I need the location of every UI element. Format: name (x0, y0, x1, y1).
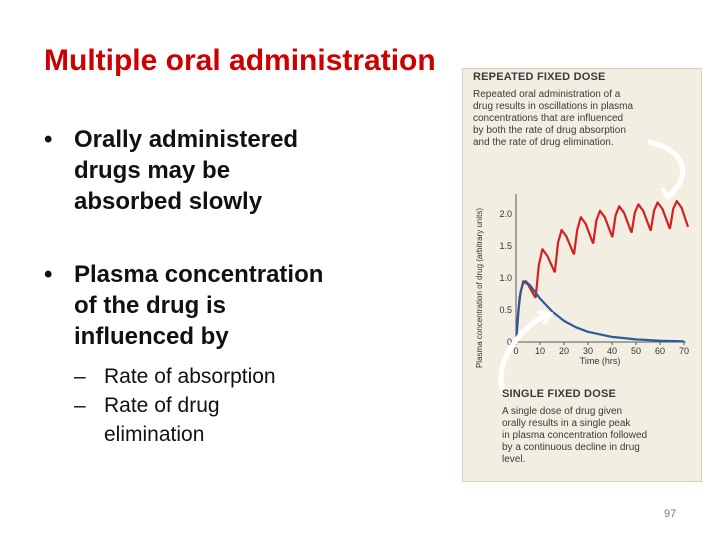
page-number: 97 (664, 508, 677, 520)
y-tick-label: 1.5 (499, 241, 512, 251)
bullet-dot: • (44, 126, 53, 153)
slide-title: Multiple oral administration (44, 44, 436, 77)
single-dose-line (514, 280, 685, 343)
bullet-line: of the drug is (74, 292, 226, 319)
bullet-item: • Orally administered drugs may be absor… (44, 124, 444, 217)
bullet-list: • Orally administered drugs may be absor… (44, 124, 444, 449)
sub-bullet-item: – Rate of drug elimination (44, 391, 444, 449)
repeated-dose-callout: REPEATED FIXED DOSE Repeated oral admini… (473, 71, 683, 149)
bullet-line: influenced by (74, 323, 229, 350)
callout-line: orally results in a single peak (502, 418, 631, 429)
repeated-dose-arrow (647, 139, 686, 199)
x-tick-label: 0 (513, 346, 518, 356)
y-tick-label: 0.5 (499, 305, 512, 315)
pharmacokinetics-figure (462, 68, 702, 482)
x-tick-label: 70 (679, 346, 689, 356)
bullet-line: Orally administered (74, 126, 299, 153)
callout-line: and the rate of drug elimination. (473, 137, 614, 148)
callout-line: Repeated oral administration of a (473, 89, 621, 100)
sub-bullet-dash: – (74, 394, 86, 417)
single-dose-arrow (498, 311, 550, 398)
x-tick-label: 40 (607, 346, 617, 356)
single-dose-title: SINGLE FIXED DOSE (502, 388, 617, 400)
repeated-dose-line (514, 200, 690, 343)
single-dose-text: A single dose of drug given orally resul… (502, 406, 692, 466)
bullet-item: • Plasma concentration of the drug is in… (44, 259, 444, 352)
y-tick-label: 1.0 (499, 273, 512, 283)
bullet-line: Plasma concentration (74, 261, 324, 288)
callout-line: by a continuous decline in drug (502, 442, 640, 453)
repeated-dose-arrowhead (660, 186, 678, 202)
callout-line: by both the rate of drug absorption (473, 125, 626, 136)
repeated-dose-text: Repeated oral administration of a drug r… (473, 89, 683, 149)
x-tick-label: 20 (559, 346, 569, 356)
bullet-line: drugs may be (74, 157, 231, 184)
sub-bullet-item: – Rate of absorption (44, 362, 444, 391)
x-tick-label: 50 (631, 346, 641, 356)
sub-bullet-dash: – (74, 365, 86, 388)
repeated-dose-title: REPEATED FIXED DOSE (473, 71, 606, 83)
sub-bullet-line: Rate of absorption (104, 365, 276, 388)
callout-line: concentrations that are influenced (473, 113, 624, 124)
bullet-dot: • (44, 261, 53, 288)
callout-line: A single dose of drug given (502, 406, 623, 417)
callout-line: level. (502, 454, 526, 465)
single-dose-callout: SINGLE FIXED DOSE A single dose of drug … (502, 388, 692, 466)
y-axis-title: Plasma concentration of drug (arbitrary … (475, 208, 484, 368)
x-tick-label: 10 (535, 346, 545, 356)
bullet-line: absorbed slowly (74, 188, 263, 215)
callout-line: drug results in oscillations in plasma (473, 101, 634, 112)
single-dose-arrowhead (537, 310, 554, 326)
x-tick-label: 60 (655, 346, 665, 356)
sub-bullet-line: Rate of drug (104, 394, 220, 417)
x-axis-title: Time (hrs) (580, 356, 621, 366)
y-tick-label: 2.0 (499, 209, 512, 219)
sub-bullet-line: elimination (104, 423, 205, 446)
y-tick-label: 0 (507, 337, 512, 347)
callout-line: in plasma concentration followed (502, 430, 648, 441)
x-tick-label: 30 (583, 346, 593, 356)
